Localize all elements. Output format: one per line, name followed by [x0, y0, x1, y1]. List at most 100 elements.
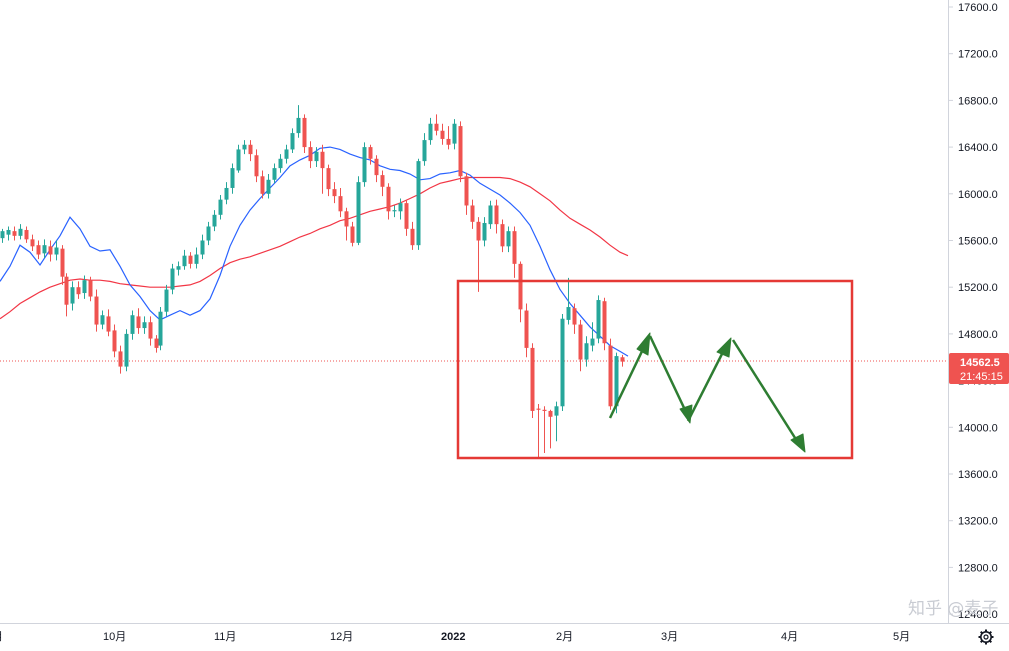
candle: [36, 240, 41, 260]
candle: [338, 187, 343, 218]
candle: [12, 226, 17, 241]
last-price-value: 14562.5: [960, 357, 1000, 369]
candle: [380, 170, 385, 197]
candle: [410, 221, 415, 250]
candle: [470, 199, 475, 229]
candle: [524, 303, 529, 358]
candle: [48, 240, 53, 262]
candle: [326, 164, 331, 197]
candle: [118, 345, 123, 374]
x-tick-label: 2022: [441, 631, 465, 643]
candle: [224, 182, 229, 205]
candle: [272, 163, 277, 184]
y-tick-label: 17200.0: [958, 49, 998, 61]
x-tick-label: 5月: [893, 631, 910, 643]
candle: [572, 303, 577, 334]
candles-group: [0, 105, 625, 459]
settings-gear-icon[interactable]: [978, 629, 994, 645]
candle: [590, 322, 595, 352]
candle: [260, 170, 265, 199]
candle: [248, 140, 253, 162]
last-price-badge: 14562.5 21:45:15: [949, 353, 1009, 384]
candle: [368, 144, 373, 165]
candle: [362, 142, 367, 187]
candle: [404, 199, 409, 236]
candle: [458, 121, 463, 183]
x-tick-label: 4月: [781, 631, 798, 643]
candle: [188, 252, 193, 269]
candle: [560, 314, 565, 411]
candle: [482, 217, 487, 247]
candle: [494, 199, 499, 234]
candle: [452, 119, 457, 150]
candle: [584, 336, 589, 367]
candle: [356, 176, 361, 246]
candle: [218, 194, 223, 220]
candle: [18, 224, 23, 240]
candle: [578, 319, 583, 372]
candle: [278, 154, 283, 173]
candle: [154, 335, 159, 353]
y-tick-label: 16400.0: [958, 142, 998, 154]
candle: [136, 308, 141, 334]
x-tick-label: 2月: [556, 631, 573, 643]
candle: [88, 276, 93, 302]
x-tick-label: 10月: [103, 631, 126, 643]
candle: [6, 226, 11, 241]
candle: [392, 205, 397, 218]
ma-fast-line: [0, 146, 629, 357]
candle: [608, 338, 613, 410]
candle: [24, 226, 29, 243]
candle: [170, 263, 175, 295]
candle: [566, 277, 571, 325]
y-tick-label: 14800.0: [958, 329, 998, 341]
candle: [422, 133, 427, 166]
candle: [100, 310, 105, 330]
candle: [236, 144, 241, 173]
forecast-arrows: [608, 332, 806, 453]
candle: [530, 343, 535, 418]
candle: [42, 239, 47, 259]
candle: [266, 173, 271, 199]
candle: [0, 228, 5, 243]
candle: [296, 105, 301, 138]
y-tick-label: 13200.0: [958, 516, 998, 528]
candle: [344, 207, 349, 241]
candle: [476, 217, 481, 292]
x-tick-label: 3月: [661, 631, 678, 643]
candle: [302, 114, 307, 153]
candle: [164, 284, 169, 317]
candle: [60, 245, 65, 285]
watermark: 知乎 @麦子: [908, 599, 998, 619]
candle: [142, 316, 147, 334]
ma-slow-line: [0, 176, 629, 320]
candle: [158, 307, 163, 351]
y-tick-label: 12400.0: [958, 609, 998, 621]
y-tick-label: 12800.0: [958, 562, 998, 574]
y-tick-label: 13600.0: [958, 469, 998, 481]
candle: [320, 144, 325, 194]
y-tick-label: 15200.0: [958, 282, 998, 294]
candle: [446, 126, 451, 150]
candle: [548, 409, 553, 449]
x-axis[interactable]: 月 10月 11月 12月 2022 2月 3月 4月 5月: [0, 623, 1009, 644]
candle: [70, 281, 75, 311]
candle: [94, 289, 99, 332]
candle-countdown: 21:45:15: [960, 371, 1003, 383]
candle: [416, 158, 421, 250]
candle: [554, 401, 559, 442]
candle: [500, 219, 505, 253]
y-axis[interactable]: 17600.0 17200.0 16800.0 16400.0 16000.0 15600…: [948, 0, 998, 624]
candle: [194, 247, 199, 269]
candle: [308, 141, 313, 169]
candle: [602, 297, 607, 351]
candle: [130, 310, 135, 340]
candle: [536, 403, 541, 459]
candle: [290, 128, 295, 153]
candle: [206, 221, 211, 246]
candle: [112, 324, 117, 358]
candle: [106, 309, 111, 337]
candle: [254, 149, 259, 183]
annotation-box: [456, 279, 854, 460]
